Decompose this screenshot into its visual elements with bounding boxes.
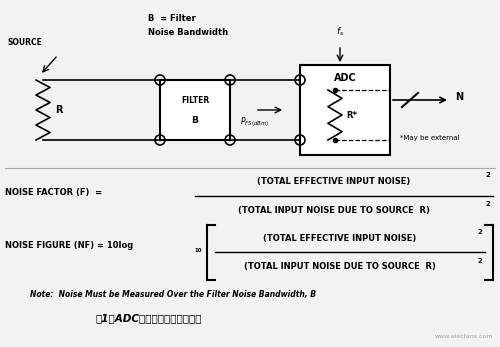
Text: Note:  Noise Must be Measured Over the Filter Noise Bandwidth, B: Note: Noise Must be Measured Over the Fi… — [30, 290, 316, 299]
Text: R*: R* — [346, 110, 357, 119]
Text: B: B — [192, 116, 198, 125]
Text: Noise Bandwidth: Noise Bandwidth — [148, 27, 228, 36]
Text: 2: 2 — [486, 201, 490, 207]
Text: ADC: ADC — [334, 73, 356, 83]
Bar — [160, 80, 230, 140]
Text: *May be external: *May be external — [400, 135, 460, 141]
Text: www.elecfans.com: www.elecfans.com — [434, 333, 493, 339]
Text: 2: 2 — [478, 229, 482, 235]
Text: 10: 10 — [194, 248, 202, 254]
Text: NOISE FACTOR (F)  =: NOISE FACTOR (F) = — [5, 187, 102, 196]
Bar — [300, 65, 390, 155]
Text: 图1：ADC的噪声系数：小心为妙: 图1：ADC的噪声系数：小心为妙 — [95, 313, 202, 323]
Text: N: N — [455, 92, 463, 102]
Text: NOISE FIGURE (NF) = 10log: NOISE FIGURE (NF) = 10log — [5, 240, 133, 249]
Text: (TOTAL INPUT NOISE DUE TO SOURCE  R): (TOTAL INPUT NOISE DUE TO SOURCE R) — [244, 262, 436, 271]
Text: 2: 2 — [478, 258, 482, 264]
Text: (TOTAL EFFECTIVE INPUT NOISE): (TOTAL EFFECTIVE INPUT NOISE) — [258, 177, 410, 186]
Text: (TOTAL INPUT NOISE DUE TO SOURCE  R): (TOTAL INPUT NOISE DUE TO SOURCE R) — [238, 205, 430, 214]
Text: FILTER: FILTER — [181, 95, 209, 104]
Text: (TOTAL EFFECTIVE INPUT NOISE): (TOTAL EFFECTIVE INPUT NOISE) — [264, 234, 416, 243]
Text: B  = Filter: B = Filter — [148, 14, 196, 23]
Text: 2: 2 — [486, 172, 490, 178]
Text: R: R — [55, 105, 62, 115]
Text: SOURCE: SOURCE — [8, 37, 43, 46]
Text: $f_s$: $f_s$ — [336, 26, 344, 38]
Text: $P_{FS(dBm)}$: $P_{FS(dBm)}$ — [240, 115, 269, 129]
